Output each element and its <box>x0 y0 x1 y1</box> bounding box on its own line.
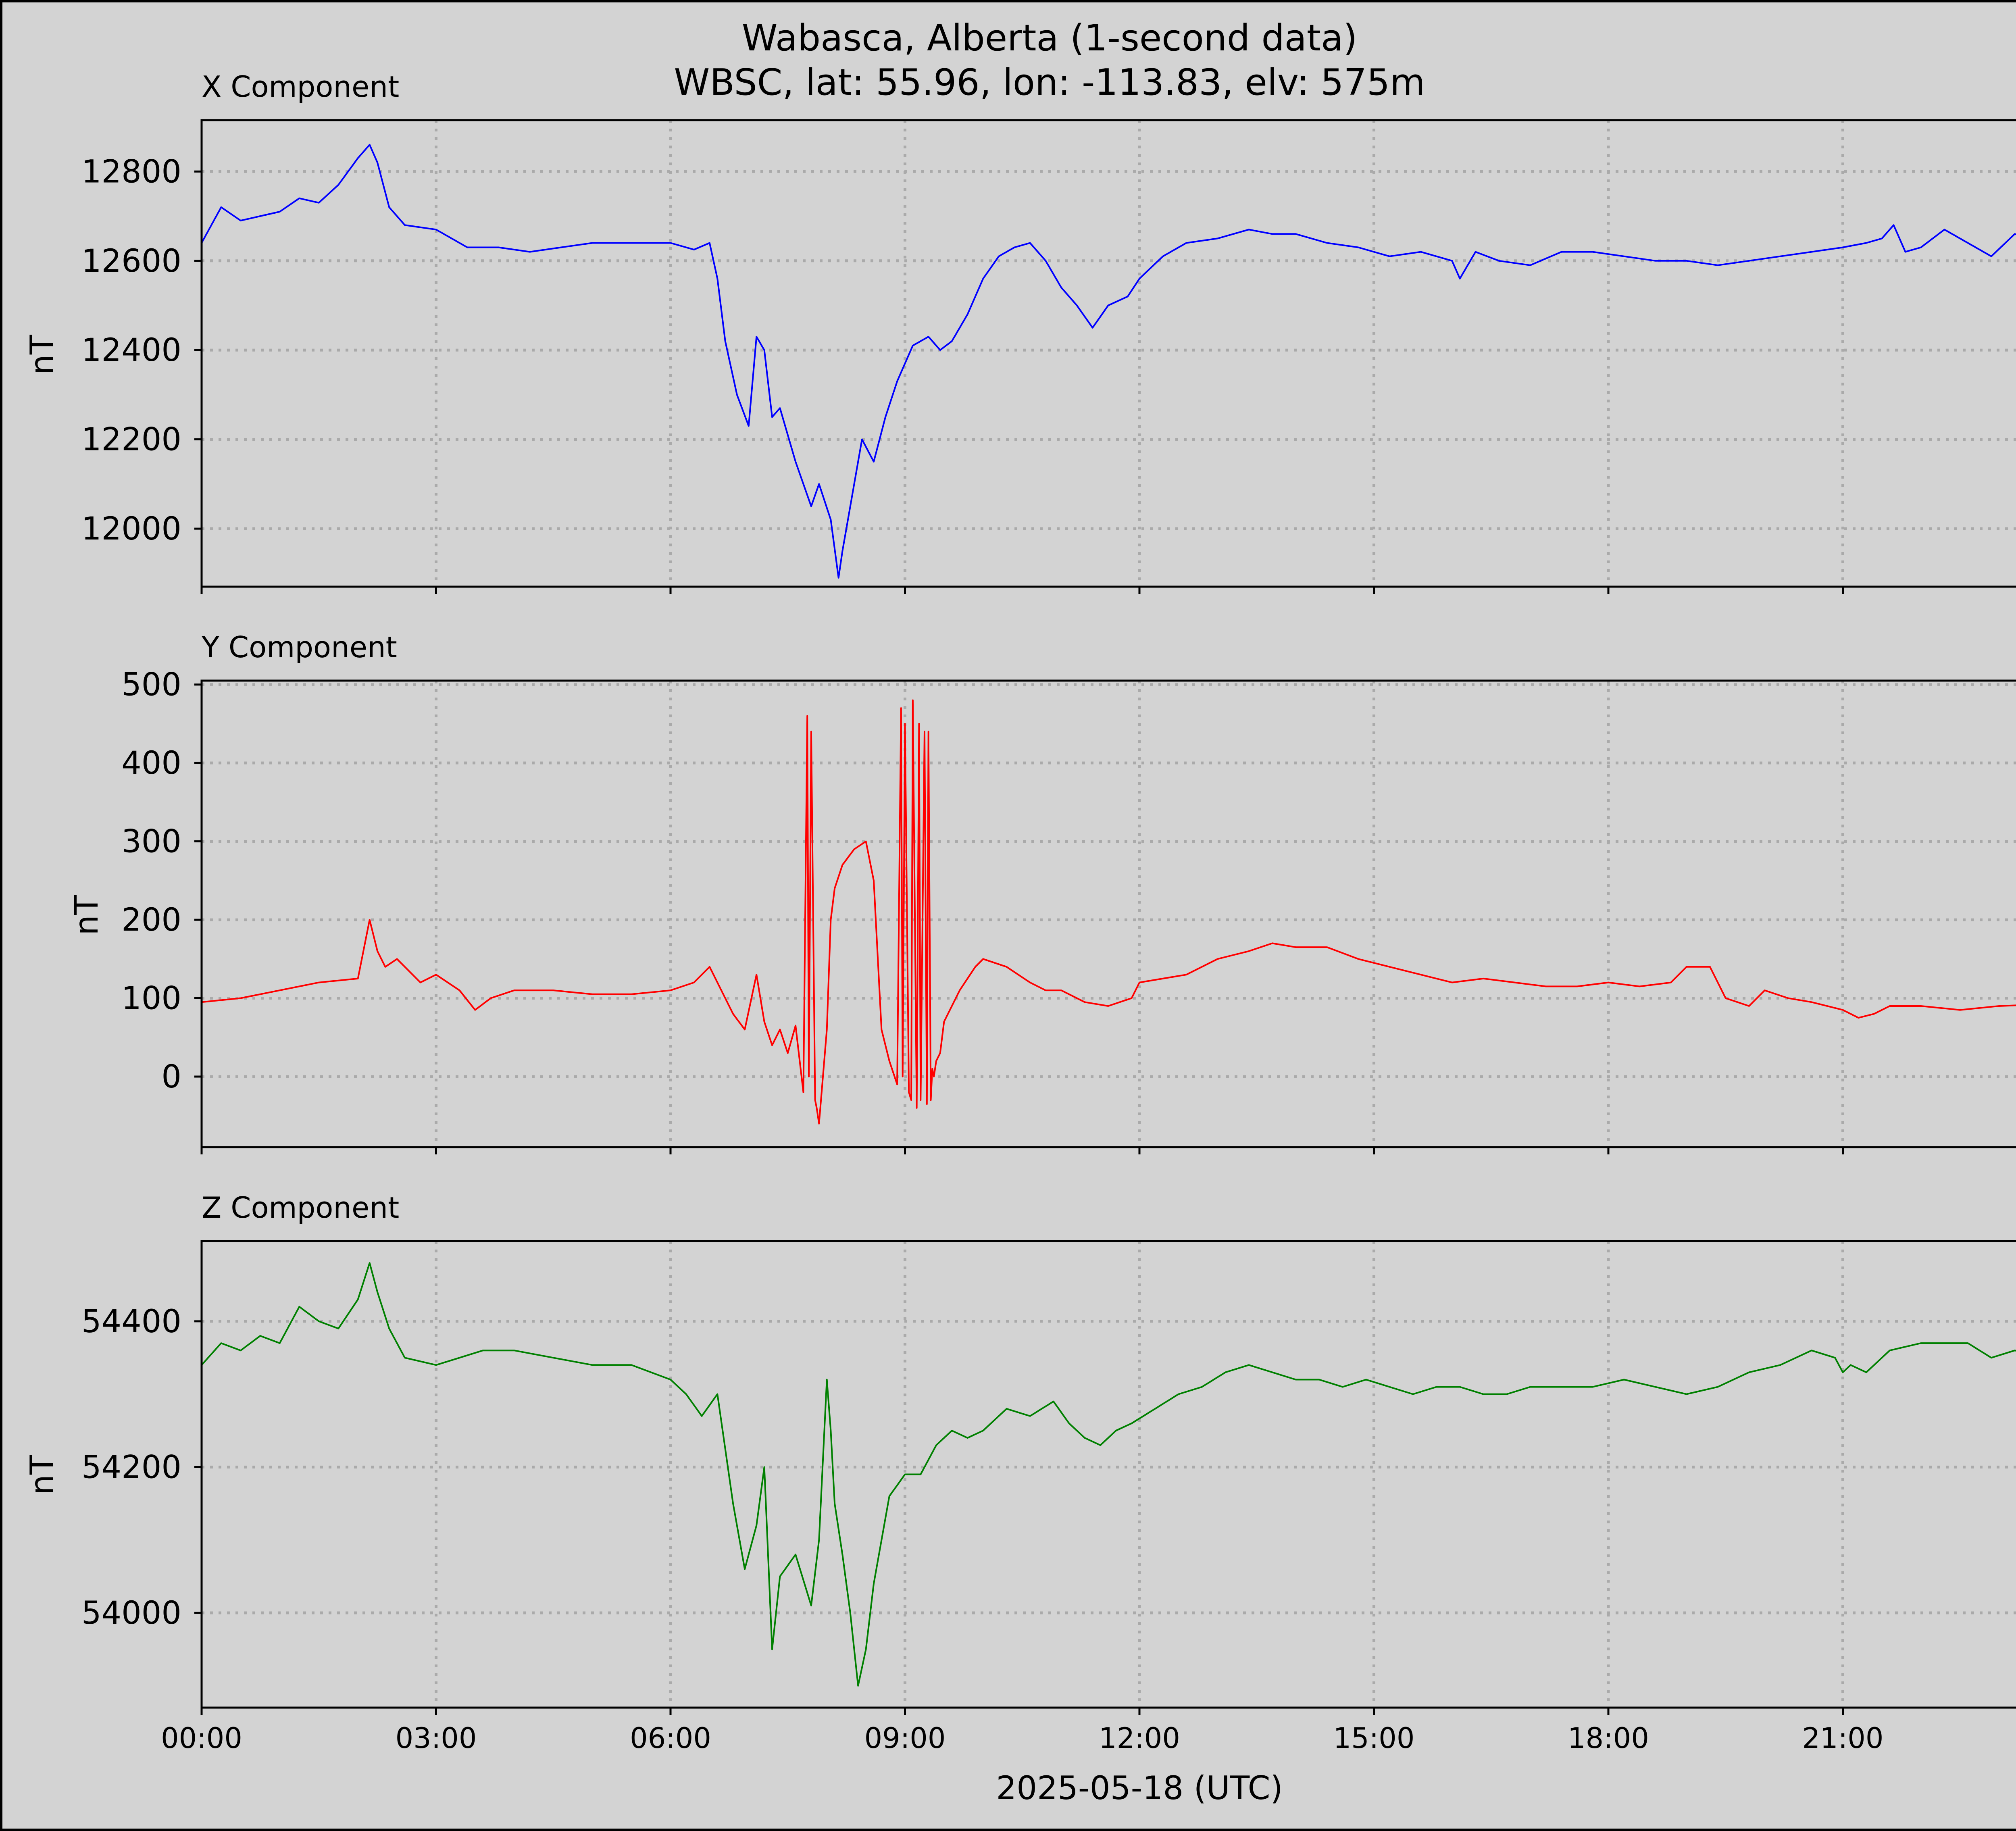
x-tick-label: 03:00 <box>396 1722 477 1755</box>
x-tick-label: 09:00 <box>864 1722 946 1755</box>
y-tick-label: 100 <box>121 981 181 1017</box>
y-tick-label: 400 <box>121 745 181 781</box>
series-layer <box>201 1262 2016 1687</box>
y-tick-label: 12400 <box>81 332 181 369</box>
axis: 00:00 03:00 06:00 09:00 12:00 15:00 18:00 21:00… <box>81 1304 1884 1755</box>
y-tick-label: 300 <box>121 824 181 860</box>
axis: 12000 12200 12400 12600 12800 <box>81 154 1844 594</box>
y-tick-label: 12800 <box>81 154 181 190</box>
panel-title: X Component <box>202 70 399 104</box>
x-tick-label: 06:00 <box>630 1722 711 1755</box>
x-axis-label: 2025-05-18 (UTC) <box>996 1769 1283 1807</box>
series-line <box>201 144 2016 579</box>
y-tick-label: 54200 <box>81 1449 181 1485</box>
panel-title: Y Component <box>201 630 397 664</box>
y-tick-label: 500 <box>121 667 181 703</box>
panel-x-component: X Component nT 12000 12200 12400 12600 12800 <box>23 70 2016 594</box>
y-tick-label: 54400 <box>81 1304 181 1340</box>
x-tick-label: 18:00 <box>1568 1722 1649 1755</box>
y-tick-label: 54000 <box>81 1595 181 1631</box>
y-tick-label: 12200 <box>81 422 181 458</box>
series-line <box>201 1262 2016 1687</box>
panel-y-component: Y Component nT 0 100 200 300 400 500 <box>68 630 2016 1154</box>
x-tick-label: 15:00 <box>1333 1722 1415 1755</box>
panel-title: Z Component <box>202 1191 399 1225</box>
panel-z-component: Z Component nT 00:00 03:00 06:00 09:00 12:00… <box>23 1191 2016 1755</box>
y-tick-label: 12600 <box>81 243 181 279</box>
x-tick-label: 00:00 <box>161 1722 242 1755</box>
series-line <box>201 699 2016 1125</box>
x-tick-label: 12:00 <box>1099 1722 1180 1755</box>
plot-area-frame <box>200 679 2016 1148</box>
x-tick-label: 21:00 <box>1802 1722 1884 1755</box>
figure-title-line2: WBSC, lat: 55.96, lon: -113.83, elv: 575… <box>674 61 1425 104</box>
y-axis-label: nT <box>23 334 61 375</box>
y-tick-label: 12000 <box>81 511 181 547</box>
y-tick-label: 0 <box>161 1059 181 1095</box>
y-axis-label: nT <box>68 895 105 935</box>
grid <box>202 1241 2016 1708</box>
axis: 0 100 200 300 400 500 <box>121 667 1844 1154</box>
plot-area-frame <box>200 1240 2016 1709</box>
series-layer <box>201 144 2016 579</box>
series-layer <box>201 699 2016 1125</box>
y-axis-label: nT <box>23 1454 61 1495</box>
plot-area-frame <box>200 119 2016 588</box>
figure-title-line1: Wabasca, Alberta (1-second data) <box>742 17 1358 59</box>
y-tick-label: 200 <box>121 902 181 938</box>
grid <box>202 120 2016 587</box>
